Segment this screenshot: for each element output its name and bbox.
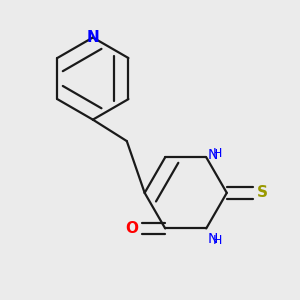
Text: N: N (86, 30, 99, 45)
Text: N: N (207, 232, 218, 246)
Text: S: S (257, 185, 268, 200)
Text: H: H (213, 146, 222, 160)
Text: N: N (207, 148, 218, 162)
Text: O: O (125, 221, 138, 236)
Text: H: H (213, 234, 222, 247)
